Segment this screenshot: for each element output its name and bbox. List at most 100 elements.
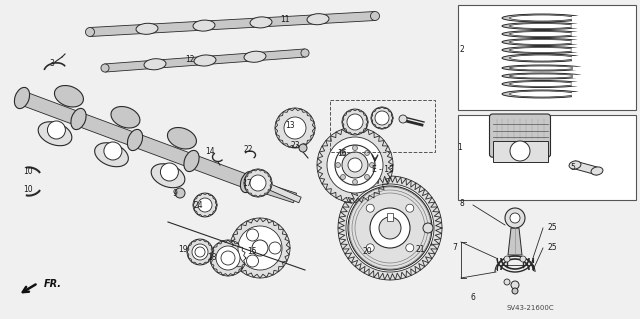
Text: 20: 20 (362, 247, 372, 256)
Text: 10: 10 (23, 167, 33, 176)
Text: 16: 16 (337, 149, 347, 158)
Circle shape (284, 117, 306, 139)
Text: 13: 13 (285, 122, 295, 130)
Circle shape (379, 217, 401, 239)
Ellipse shape (509, 32, 575, 36)
Ellipse shape (184, 150, 199, 172)
Ellipse shape (502, 47, 582, 54)
Circle shape (230, 218, 290, 278)
Circle shape (104, 142, 122, 160)
Circle shape (221, 251, 235, 265)
Ellipse shape (509, 81, 575, 86)
Text: 25: 25 (547, 222, 557, 232)
Circle shape (504, 279, 510, 285)
Circle shape (238, 226, 282, 270)
Circle shape (335, 145, 375, 185)
Circle shape (342, 152, 368, 178)
Circle shape (347, 114, 363, 130)
Text: 5: 5 (571, 162, 575, 172)
Ellipse shape (509, 74, 575, 78)
Ellipse shape (502, 23, 582, 29)
Circle shape (246, 255, 259, 267)
Text: 8: 8 (460, 198, 465, 207)
Ellipse shape (193, 20, 215, 31)
Circle shape (350, 117, 360, 127)
Circle shape (86, 27, 95, 36)
Text: 9: 9 (173, 189, 177, 197)
Circle shape (216, 246, 240, 270)
Text: SV43-21600C: SV43-21600C (506, 305, 554, 311)
Text: 23: 23 (290, 140, 300, 150)
Text: FR.: FR. (44, 279, 62, 289)
Bar (387, 213, 393, 221)
Text: 2: 2 (460, 46, 465, 55)
Ellipse shape (591, 167, 603, 175)
Ellipse shape (509, 40, 575, 44)
Circle shape (348, 186, 432, 270)
Circle shape (327, 137, 383, 193)
Circle shape (370, 208, 410, 248)
Text: E - 13: E - 13 (372, 165, 394, 174)
Circle shape (510, 141, 530, 161)
Text: 21: 21 (415, 246, 425, 255)
Text: 25: 25 (547, 242, 557, 251)
Circle shape (511, 281, 519, 289)
Circle shape (275, 108, 315, 148)
Polygon shape (243, 177, 296, 203)
Circle shape (406, 204, 414, 212)
Ellipse shape (502, 73, 582, 79)
Circle shape (348, 158, 362, 172)
FancyBboxPatch shape (490, 114, 550, 157)
Ellipse shape (509, 15, 575, 21)
Text: 15: 15 (247, 247, 257, 256)
Ellipse shape (250, 17, 272, 28)
Ellipse shape (95, 143, 129, 167)
Circle shape (512, 288, 518, 294)
Text: 7: 7 (452, 243, 458, 253)
Circle shape (192, 244, 208, 260)
Circle shape (346, 184, 434, 272)
Ellipse shape (144, 59, 166, 70)
Circle shape (175, 188, 185, 198)
Circle shape (338, 176, 442, 280)
Text: 6: 6 (470, 293, 476, 301)
Ellipse shape (502, 65, 582, 71)
Ellipse shape (136, 23, 158, 34)
Ellipse shape (111, 107, 140, 128)
Polygon shape (575, 161, 597, 175)
Text: 24: 24 (193, 201, 203, 210)
Ellipse shape (509, 55, 575, 61)
Text: 11: 11 (280, 16, 290, 25)
Circle shape (187, 239, 213, 265)
Circle shape (317, 127, 393, 203)
Text: 17: 17 (242, 179, 252, 188)
Ellipse shape (307, 14, 329, 25)
Circle shape (340, 151, 346, 155)
Circle shape (371, 107, 393, 129)
Circle shape (365, 151, 369, 155)
Text: 3: 3 (49, 58, 54, 68)
Circle shape (193, 193, 217, 217)
Circle shape (340, 174, 346, 180)
Bar (493, 141, 547, 162)
Ellipse shape (502, 31, 582, 38)
Circle shape (198, 198, 212, 212)
Circle shape (375, 111, 389, 125)
Circle shape (244, 169, 272, 197)
Ellipse shape (509, 66, 575, 70)
Circle shape (353, 180, 358, 184)
Circle shape (504, 256, 510, 262)
Circle shape (269, 242, 281, 254)
Circle shape (423, 223, 433, 233)
Circle shape (371, 11, 380, 20)
Ellipse shape (241, 171, 255, 193)
Polygon shape (269, 184, 301, 203)
Ellipse shape (15, 87, 29, 108)
Ellipse shape (71, 108, 86, 130)
Text: 22: 22 (243, 145, 253, 154)
Ellipse shape (509, 91, 575, 97)
Text: 18: 18 (207, 254, 217, 263)
Polygon shape (90, 11, 375, 36)
Circle shape (246, 229, 259, 241)
Bar (458, 5, 636, 110)
